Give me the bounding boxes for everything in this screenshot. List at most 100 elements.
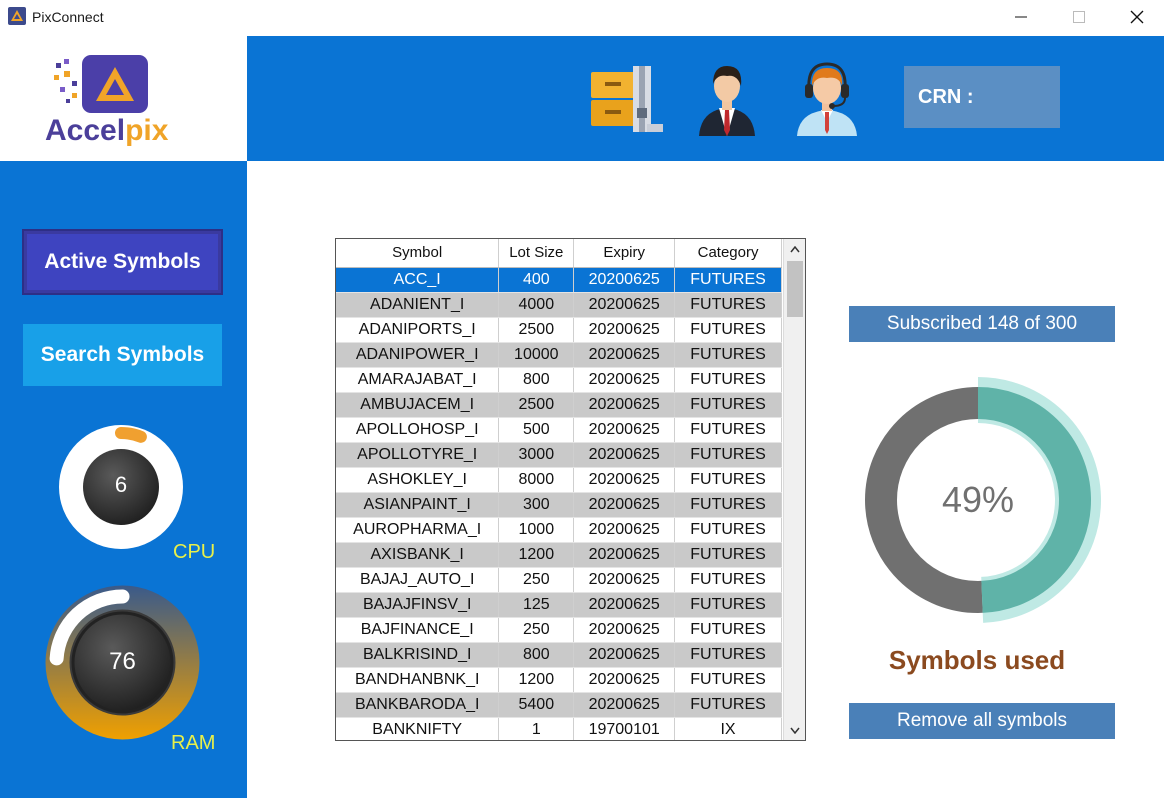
cell-expiry: 20200625 <box>573 417 676 443</box>
maximize-icon <box>1073 11 1085 23</box>
cell-expiry: 20200625 <box>573 467 676 493</box>
table-row[interactable]: AMARAJABAT_I 800 20200625 FUTURES <box>336 367 782 393</box>
table-body: ACC_I 400 20200625 FUTURES ADANIENT_I 4000 202… <box>336 267 782 740</box>
cell-symbol: AXISBANK_I <box>336 542 500 568</box>
cell-lot-size: 1000 <box>498 517 575 543</box>
cell-category: FUTURES <box>674 692 782 718</box>
cell-lot-size: 800 <box>498 642 575 668</box>
table-row[interactable]: BANKNIFTY 1 19700101 IX <box>336 717 782 740</box>
column-header-expiry[interactable]: Expiry <box>573 239 676 268</box>
ram-value: 76 <box>109 648 136 675</box>
cell-symbol: AMARAJABAT_I <box>336 367 500 393</box>
table-row[interactable]: BAJAJFINSV_I 125 20200625 FUTURES <box>336 592 782 618</box>
cell-category: FUTURES <box>674 542 782 568</box>
column-header-symbol[interactable]: Symbol <box>336 239 500 268</box>
table-row[interactable]: ADANIPOWER_I 10000 20200625 FUTURES <box>336 342 782 368</box>
archive-icon[interactable] <box>587 58 667 138</box>
cell-category: FUTURES <box>674 567 782 593</box>
table-row[interactable]: BALKRISIND_I 800 20200625 FUTURES <box>336 642 782 668</box>
cell-expiry: 19700101 <box>573 717 676 740</box>
cell-lot-size: 300 <box>498 492 575 518</box>
support-agent-icon[interactable] <box>787 58 867 138</box>
table-header-row: Symbol Lot Size Expiry Category <box>336 239 782 268</box>
subscription-count: Subscribed 148 of 300 <box>849 306 1115 342</box>
cpu-gauge-dial <box>59 425 183 549</box>
table-row[interactable]: BANKBARODA_I 5400 20200625 FUTURES <box>336 692 782 718</box>
cell-category: FUTURES <box>674 642 782 668</box>
close-button[interactable] <box>1113 0 1161 34</box>
table-row[interactable]: BAJFINANCE_I 250 20200625 FUTURES <box>336 617 782 643</box>
table-row[interactable]: AXISBANK_I 1200 20200625 FUTURES <box>336 542 782 568</box>
logo-text: Accelpix <box>45 114 169 147</box>
table-row[interactable]: APOLLOHOSP_I 500 20200625 FUTURES <box>336 417 782 443</box>
table-row[interactable]: ACC_I 400 20200625 FUTURES <box>336 267 782 293</box>
table-row[interactable]: ADANIPORTS_I 2500 20200625 FUTURES <box>336 317 782 343</box>
table-row[interactable]: ASHOKLEY_I 8000 20200625 FUTURES <box>336 467 782 493</box>
cell-category: FUTURES <box>674 467 782 493</box>
cell-lot-size: 1 <box>498 717 575 740</box>
cell-lot-size: 1200 <box>498 542 575 568</box>
cell-lot-size: 400 <box>498 267 575 293</box>
cell-category: FUTURES <box>674 292 782 318</box>
table-row[interactable]: APOLLOTYRE_I 3000 20200625 FUTURES <box>336 442 782 468</box>
table-row[interactable]: AUROPHARMA_I 1000 20200625 FUTURES <box>336 517 782 543</box>
symbols-table[interactable]: Symbol Lot Size Expiry Category ACC_I 400… <box>335 238 806 741</box>
cell-category: FUTURES <box>674 392 782 418</box>
cell-category: FUTURES <box>674 417 782 443</box>
cell-expiry: 20200625 <box>573 267 676 293</box>
cell-symbol: BANKNIFTY <box>336 717 500 740</box>
cell-expiry: 20200625 <box>573 567 676 593</box>
cell-category: FUTURES <box>674 342 782 368</box>
cell-category: FUTURES <box>674 517 782 543</box>
table-row[interactable]: BAJAJ_AUTO_I 250 20200625 FUTURES <box>336 567 782 593</box>
cell-symbol: AUROPHARMA_I <box>336 517 500 543</box>
donut-used <box>977 387 1091 613</box>
cell-lot-size: 125 <box>498 592 575 618</box>
scroll-down-button[interactable] <box>784 720 805 740</box>
minimize-icon <box>1015 16 1027 18</box>
bottom-edge <box>0 798 1164 807</box>
cell-lot-size: 5400 <box>498 692 575 718</box>
cell-lot-size: 500 <box>498 417 575 443</box>
cell-lot-size: 250 <box>498 567 575 593</box>
scroll-up-button[interactable] <box>784 239 805 259</box>
search-symbols-button[interactable]: Search Symbols <box>23 324 222 386</box>
ram-label: RAM <box>171 732 216 754</box>
cell-expiry: 20200625 <box>573 667 676 693</box>
cell-lot-size: 250 <box>498 617 575 643</box>
cell-lot-size: 800 <box>498 367 575 393</box>
cell-symbol: ADANIPOWER_I <box>336 342 500 368</box>
cell-symbol: APOLLOHOSP_I <box>336 417 500 443</box>
minimize-button[interactable] <box>997 0 1045 34</box>
cell-category: FUTURES <box>674 317 782 343</box>
ram-gauge-dial <box>45 585 200 740</box>
cell-symbol: APOLLOTYRE_I <box>336 442 500 468</box>
cell-expiry: 20200625 <box>573 692 676 718</box>
remove-all-symbols-button[interactable]: Remove all symbols <box>849 703 1115 739</box>
cell-category: FUTURES <box>674 267 782 293</box>
cell-lot-size: 1200 <box>498 667 575 693</box>
cell-expiry: 20200625 <box>573 317 676 343</box>
cell-lot-size: 10000 <box>498 342 575 368</box>
column-header-category[interactable]: Category <box>674 239 782 268</box>
ram-gauge: 76 <box>44 584 201 741</box>
maximize-button[interactable] <box>1055 0 1103 34</box>
cell-lot-size: 4000 <box>498 292 575 318</box>
cell-expiry: 20200625 <box>573 292 676 318</box>
chevron-up-icon <box>790 245 800 252</box>
table-row[interactable]: BANDHANBNK_I 1200 20200625 FUTURES <box>336 667 782 693</box>
cell-expiry: 20200625 <box>573 492 676 518</box>
user-icon[interactable] <box>687 58 767 138</box>
table-scrollbar[interactable] <box>783 239 805 740</box>
cell-symbol: ACC_I <box>336 267 500 293</box>
active-symbols-button[interactable]: Active Symbols <box>22 229 223 295</box>
cpu-label: CPU <box>173 541 216 563</box>
cell-lot-size: 8000 <box>498 467 575 493</box>
cell-expiry: 20200625 <box>573 367 676 393</box>
scroll-thumb[interactable] <box>787 261 803 317</box>
table-row[interactable]: AMBUJACEM_I 2500 20200625 FUTURES <box>336 392 782 418</box>
table-row[interactable]: ADANIENT_I 4000 20200625 FUTURES <box>336 292 782 318</box>
column-header-lot-size[interactable]: Lot Size <box>498 239 575 268</box>
cell-symbol: ASHOKLEY_I <box>336 467 500 493</box>
table-row[interactable]: ASIANPAINT_I 300 20200625 FUTURES <box>336 492 782 518</box>
